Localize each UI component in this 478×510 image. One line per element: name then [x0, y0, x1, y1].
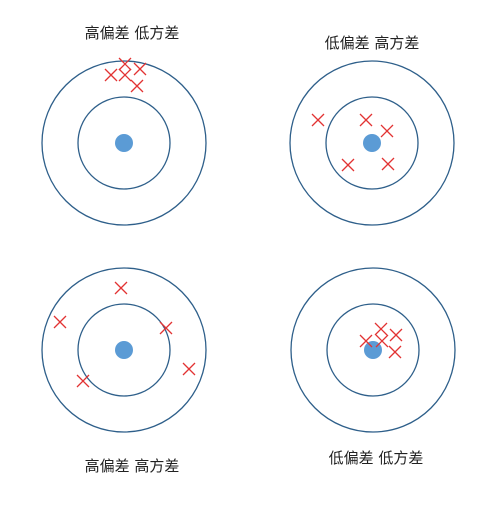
inner-ring [325, 96, 419, 190]
prediction-mark [380, 124, 394, 138]
panel-caption: 高偏差 低方差 [85, 24, 180, 42]
prediction-marks [104, 57, 147, 93]
target [41, 60, 207, 226]
prediction-marks [311, 113, 395, 172]
bullseye [115, 341, 133, 359]
prediction-mark [159, 321, 173, 335]
outer-ring [290, 267, 456, 433]
outer-ring [41, 60, 207, 226]
panel-high-bias-low-variance: 高偏差 低方差 [41, 24, 207, 226]
inner-ring [77, 96, 171, 190]
prediction-mark [359, 334, 373, 348]
prediction-mark [133, 62, 147, 76]
target [289, 60, 455, 226]
outer-ring [289, 60, 455, 226]
prediction-mark [389, 328, 403, 342]
outer-ring [41, 267, 207, 433]
prediction-mark [118, 68, 132, 82]
panel-high-bias-high-variance: 高偏差 高方差 [41, 267, 207, 475]
prediction-mark [53, 315, 67, 329]
panel-low-bias-high-variance: 低偏差 高方差 [289, 34, 455, 226]
panel-low-bias-low-variance: 低偏差 低方差 [290, 267, 456, 467]
prediction-mark [118, 57, 132, 71]
prediction-mark [311, 113, 325, 127]
panel-caption: 低偏差 低方差 [329, 449, 424, 467]
prediction-mark [388, 345, 402, 359]
prediction-mark [104, 68, 118, 82]
prediction-mark [375, 334, 389, 348]
inner-ring [77, 303, 171, 397]
bullseye [115, 134, 133, 152]
inner-ring [326, 303, 420, 397]
prediction-mark [359, 113, 373, 127]
panel-caption: 高偏差 高方差 [85, 457, 180, 475]
prediction-mark [341, 158, 355, 172]
bullseye [363, 134, 381, 152]
prediction-mark [381, 157, 395, 171]
prediction-mark [114, 281, 128, 295]
prediction-marks [359, 322, 403, 359]
target [41, 267, 207, 433]
prediction-mark [374, 322, 388, 336]
prediction-mark [130, 79, 144, 93]
prediction-marks [53, 281, 196, 388]
panel-caption: 低偏差 高方差 [325, 34, 420, 52]
target [290, 267, 456, 433]
prediction-mark [76, 374, 90, 388]
prediction-mark [182, 362, 196, 376]
